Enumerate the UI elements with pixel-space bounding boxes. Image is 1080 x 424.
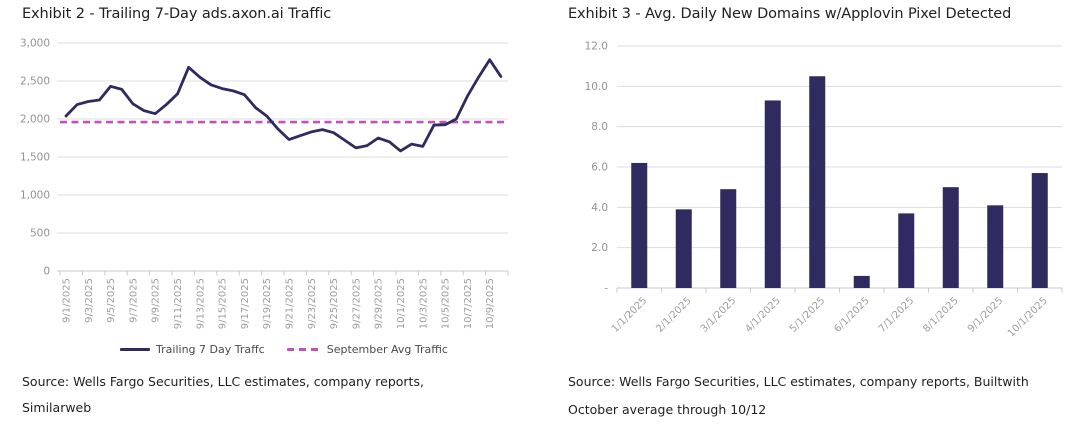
bar-8/1/2025 (942, 187, 959, 288)
bar-7/1/2025 (898, 213, 915, 288)
svg-text:500: 500 (30, 228, 50, 240)
exhibit-2-source: Source: Wells Fargo Securities, LLC esti… (22, 369, 424, 421)
svg-text:2/1/2025: 2/1/2025 (654, 295, 694, 335)
source-line-1: Source: Wells Fargo Securities, LLC esti… (568, 374, 1029, 389)
exhibit-3-title: Exhibit 3 - Avg. Daily New Domains w/App… (568, 6, 1012, 22)
svg-text:5/1/2025: 5/1/2025 (788, 295, 828, 335)
line-chart-legend: Trailing 7 Day Traffc September Avg Traf… (60, 341, 508, 357)
exhibit-3-panel: Exhibit 3 - Avg. Daily New Domains w/App… (540, 0, 1080, 417)
svg-text:2,000: 2,000 (20, 114, 50, 126)
x-axis-labels: 9/1/2025 9/3/2025 9/5/2025 9/7/2025 9/9/2025… (62, 278, 497, 329)
bar-9/1/2025 (987, 205, 1004, 288)
legend-label-trailing-traffic: Trailing 7 Day Traffc (156, 342, 265, 356)
svg-text:9/3/2025: 9/3/2025 (84, 278, 95, 323)
svg-text:9/19/2025: 9/19/2025 (262, 278, 273, 329)
x-axis-ticks (59, 271, 509, 276)
svg-text:9/7/2025: 9/7/2025 (128, 278, 139, 323)
bars (631, 76, 1048, 288)
source-line-2: October average through 10/12 (568, 402, 767, 417)
svg-text:10/1/2025: 10/1/2025 (1006, 295, 1050, 339)
svg-text:7/1/2025: 7/1/2025 (877, 295, 917, 335)
dashed-line-swatch-icon (286, 347, 321, 351)
y-axis-labels: 3,000 2,500 2,000 1,500 1,000 500 0 (20, 38, 50, 278)
svg-text:9/21/2025: 9/21/2025 (285, 278, 296, 329)
svg-text:9/9/2025: 9/9/2025 (151, 278, 162, 323)
svg-text:9/27/2025: 9/27/2025 (351, 278, 362, 329)
svg-text:9/17/2025: 9/17/2025 (240, 278, 251, 329)
svg-text:12.0: 12.0 (585, 41, 608, 53)
x-axis-ticks (616, 288, 1063, 293)
bar-10/1/2025 (1031, 173, 1048, 288)
exhibit-2-title: Exhibit 2 - Trailing 7-Day ads.axon.ai T… (22, 6, 332, 22)
legend-item-trailing-traffic: Trailing 7 Day Traffc (120, 343, 265, 356)
svg-text:0: 0 (43, 266, 50, 278)
svg-text:10/9/2025: 10/9/2025 (485, 278, 496, 329)
bar-2/1/2025 (675, 209, 692, 288)
svg-text:10/3/2025: 10/3/2025 (418, 278, 429, 329)
svg-text:1,000: 1,000 (20, 190, 50, 202)
svg-text:9/29/2025: 9/29/2025 (374, 278, 385, 329)
svg-text:9/13/2025: 9/13/2025 (195, 278, 206, 329)
svg-text:10/5/2025: 10/5/2025 (441, 278, 452, 329)
svg-text:9/23/2025: 9/23/2025 (307, 278, 318, 329)
svg-text:1/1/2025: 1/1/2025 (610, 295, 650, 335)
trailing-7-day-traffic-line (64, 58, 503, 153)
legend-item-september-avg: September Avg Traffic (286, 342, 448, 356)
solid-line-swatch-icon (120, 347, 151, 351)
bar-5/1/2025 (809, 76, 826, 288)
svg-text:2.0: 2.0 (591, 242, 608, 254)
svg-text:9/11/2025: 9/11/2025 (173, 278, 184, 329)
svg-text:4/1/2025: 4/1/2025 (743, 295, 783, 335)
bar-4/1/2025 (764, 100, 781, 288)
x-axis-labels: 1/1/2025 2/1/2025 3/1/2025 4/1/2025 5/1/2025… (610, 295, 1050, 339)
source-line-1: Source: Wells Fargo Securities, LLC esti… (22, 374, 424, 389)
svg-text:9/5/2025: 9/5/2025 (106, 278, 117, 323)
svg-text:1,500: 1,500 (20, 152, 50, 164)
svg-text:9/1/2025: 9/1/2025 (62, 278, 73, 323)
svg-text:3,000: 3,000 (20, 38, 50, 50)
bar-3/1/2025 (720, 189, 737, 288)
svg-text:9/25/2025: 9/25/2025 (329, 278, 340, 329)
new-domains-bar-chart: 12.0 10.0 8.0 6.0 4.0 2.0 -1/1/2025 2/1/2025 3/1… (585, 41, 1063, 339)
y-gridlines (57, 42, 508, 272)
svg-text:4.0: 4.0 (591, 202, 608, 214)
svg-text:2,500: 2,500 (20, 76, 50, 88)
svg-text:6.0: 6.0 (591, 162, 608, 174)
svg-text:9/1/2025: 9/1/2025 (966, 295, 1006, 335)
trailing-traffic-line-chart: 3,000 2,500 2,000 1,500 1,000 500 0 9/1/2025 9/3… (20, 38, 509, 329)
svg-text:10/7/2025: 10/7/2025 (463, 278, 474, 329)
svg-text:8.0: 8.0 (591, 121, 608, 133)
svg-text:8/1/2025: 8/1/2025 (921, 295, 961, 335)
svg-text:3/1/2025: 3/1/2025 (699, 295, 739, 335)
svg-text:10.0: 10.0 (585, 81, 608, 93)
svg-text:9/15/2025: 9/15/2025 (218, 278, 229, 329)
svg-text:-: - (604, 283, 608, 295)
exhibit-2-panel: Exhibit 2 - Trailing 7-Day ads.axon.ai T… (0, 0, 540, 417)
legend-label-september-avg: September Avg Traffic (326, 342, 448, 356)
svg-text:10/1/2025: 10/1/2025 (396, 278, 407, 329)
exhibit-3-source: Source: Wells Fargo Securities, LLC esti… (568, 368, 1029, 424)
bar-6/1/2025 (853, 275, 870, 288)
bar-1/1/2025 (631, 162, 648, 288)
source-line-2: Similarweb (22, 400, 92, 415)
svg-text:6/1/2025: 6/1/2025 (832, 295, 872, 335)
y-axis-labels: 12.0 10.0 8.0 6.0 4.0 2.0 - (585, 41, 609, 295)
